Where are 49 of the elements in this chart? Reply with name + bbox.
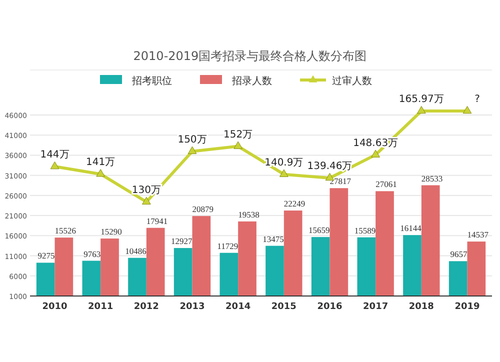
point [142,196,151,205]
data-label: 165.97万 [398,94,444,105]
x-tick-label: 2014 [226,302,251,312]
x-tick-label: 2011 [88,302,114,312]
data-label: 15589 [354,225,376,236]
data-label: 9657 [450,249,468,260]
data-label: 17941 [146,216,168,226]
data-label: 9275 [38,250,55,261]
data-label: 10486 [125,246,146,256]
data-label: 15290 [100,226,122,237]
data-label: 22249 [284,198,306,209]
point [188,146,197,154]
data-label: 13475 [262,234,284,244]
data-label: 141万 [86,157,116,168]
data-label: 19538 [238,209,260,220]
point [234,141,242,149]
data-label: ? [474,94,480,105]
x-tick-label: 2016 [317,302,342,312]
point [417,106,426,114]
data-label: 11729 [217,240,238,251]
data-label: 20879 [192,204,214,214]
point [96,169,105,177]
x-tick-label: 2019 [454,302,480,312]
data-label: 144万 [40,150,70,161]
x-tick-label: 2018 [408,302,434,312]
point [371,150,380,158]
point [280,169,288,177]
data-label: 16144 [400,223,422,234]
data-label: 15659 [308,225,330,236]
x-tick-label: 2012 [134,302,159,312]
data-label: 150万 [178,134,207,146]
data-label: 12927 [171,236,192,246]
chart-title: 2010-2019国考招录与最终合格人数分布图 [133,49,367,63]
x-tick-label: 2015 [271,302,296,312]
legend-label: 招考职位 [131,75,172,87]
data-label: 27061 [376,179,397,190]
legend-label: 过审人数 [332,75,372,87]
data-label: 15526 [54,226,76,236]
x-tick-label: 2013 [180,302,205,312]
legend-label: 招录人数 [231,75,272,87]
data-label: 28533 [421,173,443,184]
point [462,106,472,114]
data-label: 14537 [467,230,488,240]
x-tick-label: 2010 [42,302,68,312]
x-tick-label: 2017 [363,302,388,312]
data-label: 140.9万 [264,157,304,168]
data-label: 152万 [224,129,253,140]
data-label: 9763 [84,248,101,259]
point [50,161,60,170]
